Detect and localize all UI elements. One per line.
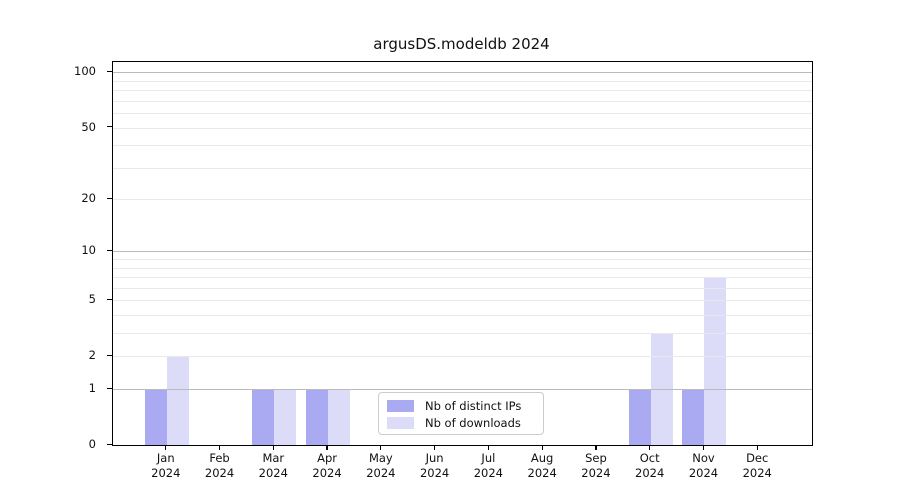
minor-gridline-70 [113,100,812,102]
x-tick-label-jun: Jun 2024 [419,451,450,480]
legend-item-downloads: Nb of downloads [387,415,535,430]
minor-gridline-40 [113,145,812,147]
bars-layer [113,62,812,445]
gridlines-layer [113,62,812,445]
minor-gridline-6 [113,287,812,289]
x-tick-oct [649,445,651,450]
bar-nb-of-downloads-jan [166,356,189,445]
minor-gridline-7 [113,277,812,279]
minor-gridline-80 [113,90,812,92]
minor-gridline-2 [113,356,812,358]
minor-gridline-4 [113,315,812,317]
x-tick-jul [487,445,489,450]
legend-item-distinct-ips: Nb of distinct IPs [387,398,535,413]
y-tick-label-20: 20 [81,191,96,206]
bar-nb-of-downloads-apr [328,389,351,445]
bar-nb-of-distinct-ips-mar [252,389,275,445]
y-tick-100 [107,70,112,73]
y-tick-5 [107,298,112,301]
x-tick-aug [541,445,543,450]
minor-gridline-20 [113,199,812,201]
x-tick-may [380,445,382,450]
x-tick-nov [702,445,705,450]
x-tick-label-mar: Mar 2024 [258,451,288,480]
bar-nb-of-distinct-ips-nov [682,389,705,445]
y-tick-label-5: 5 [88,292,96,307]
x-tick-sep [595,445,597,450]
y-tick-2 [107,354,112,356]
y-tick-1 [107,387,112,389]
major-gridline-1 [113,389,812,391]
y-tick-0 [107,443,112,445]
x-tick-label-may: May 2024 [366,451,396,480]
y-tick-label-50: 50 [81,119,96,134]
legend-swatch-downloads [387,416,414,429]
x-tick-label-sep: Sep 2024 [581,451,611,480]
x-tick-label-jan: Jan 2024 [151,451,181,480]
bar-nb-of-downloads-nov [704,277,727,445]
y-tick-10 [107,249,112,252]
x-tick-label-nov: Nov 2024 [688,451,719,480]
x-tick-jun [434,445,436,450]
minor-gridline-8 [113,267,812,269]
x-tick-feb [218,445,221,450]
plot-area [112,61,813,446]
x-tick-jan [165,445,167,450]
x-tick-apr [326,445,328,450]
minor-gridline-90 [113,80,812,82]
y-tick-label-1: 1 [88,381,96,396]
minor-gridline-50 [113,127,812,129]
legend-label-distinct-ips: Nb of distinct IPs [425,398,522,413]
x-tick-label-jul: Jul 2024 [473,451,504,480]
bar-nb-of-distinct-ips-apr [306,389,329,445]
minor-gridline-60 [113,113,812,115]
minor-gridline-5 [113,300,812,302]
bar-nb-of-distinct-ips-jan [144,389,167,445]
minor-gridline-3 [113,333,812,335]
bar-nb-of-downloads-mar [274,389,297,445]
bar-nb-of-distinct-ips-oct [628,389,651,445]
legend: Nb of distinct IPs Nb of downloads [378,392,544,435]
major-gridline-100 [113,72,812,74]
minor-gridline-9 [113,259,812,261]
y-tick-label-2: 2 [88,348,96,363]
x-tick-label-apr: Apr 2024 [312,451,342,480]
y-tick-label-0: 0 [88,437,96,451]
x-tick-dec [756,445,758,450]
y-tick-label-10: 10 [81,243,96,258]
minor-gridline-30 [113,167,812,169]
y-tick-label-100: 100 [74,64,96,79]
x-tick-label-feb: Feb 2024 [204,451,235,480]
y-tick-50 [107,126,112,128]
x-tick-label-dec: Dec 2024 [742,451,772,480]
x-tick-mar [272,445,274,450]
x-tick-label-aug: Aug 2024 [527,451,557,480]
chart-title: argusDS.modeldb 2024 [373,35,550,53]
legend-swatch-distinct-ips [387,399,414,412]
major-gridline-10 [113,251,812,253]
x-tick-label-oct: Oct 2024 [635,451,665,480]
legend-label-downloads: Nb of downloads [425,415,521,430]
y-tick-20 [107,197,112,199]
bar-nb-of-downloads-oct [650,333,673,445]
